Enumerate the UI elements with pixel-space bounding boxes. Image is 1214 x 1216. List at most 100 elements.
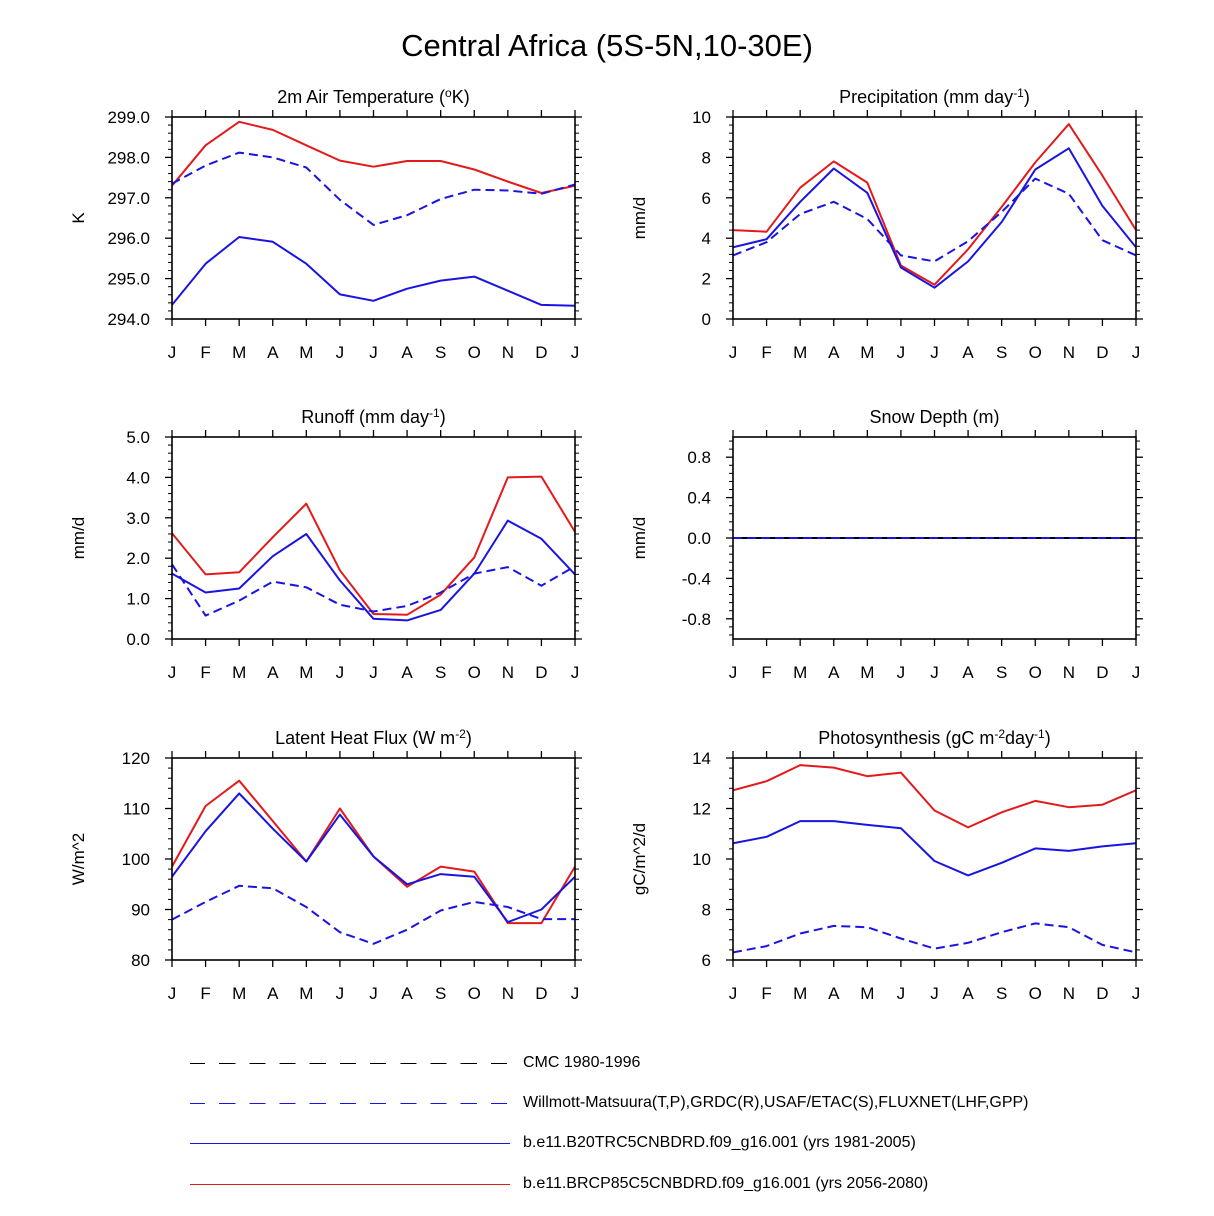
y-tick-label: 110 xyxy=(123,800,150,819)
y-tick-label: 299.0 xyxy=(107,108,150,127)
x-tick-label: F xyxy=(761,663,771,682)
title-text: ) xyxy=(440,407,446,427)
title-text: Precipitation (mm day xyxy=(839,87,1013,107)
x-tick-label: N xyxy=(502,984,514,1003)
series-line-red-solid xyxy=(172,120,575,194)
x-tick-label: N xyxy=(1063,343,1075,362)
series-line-red-solid xyxy=(172,475,575,616)
x-tick-label: M xyxy=(232,663,246,682)
x-tick-label: A xyxy=(401,343,413,362)
x-tick-label: M xyxy=(860,984,874,1003)
x-tick-label: A xyxy=(962,984,974,1003)
x-tick-label: J xyxy=(369,343,378,362)
x-tick-label: J xyxy=(1132,663,1141,682)
panel-5: Latent Heat Flux (W m-2) W/m^2 J F M A M J J A S O N… xyxy=(69,727,582,1003)
y-tick-label: 10 xyxy=(692,850,711,869)
x-tick-label: A xyxy=(962,663,974,682)
x-tick-label: A xyxy=(962,343,974,362)
plot-frame xyxy=(171,436,576,640)
x-tick-label: M xyxy=(860,663,874,682)
x-tick-label: J xyxy=(897,984,906,1003)
title-text: ) xyxy=(1045,728,1051,748)
panel-title: 2m Air Temperature (oK) xyxy=(277,86,469,107)
y-tick-label: 100 xyxy=(122,850,150,869)
x-tick-label: A xyxy=(828,663,840,682)
x-tick-label: D xyxy=(535,343,547,362)
x-tick-label: D xyxy=(1096,663,1108,682)
title-superscript: -1 xyxy=(429,406,440,420)
panel-6: Photosynthesis (gC m-2day-1) gC/m^2/d J F M A… xyxy=(630,727,1143,1003)
title-text: ) xyxy=(1024,87,1030,107)
x-tick-label: J xyxy=(168,984,177,1003)
y-axis-label: mm/d xyxy=(630,197,649,240)
y-tick-label: 297.0 xyxy=(107,189,150,208)
title-superscript: o xyxy=(445,86,452,100)
y-tick-label: 90 xyxy=(131,901,150,920)
x-tick-label: D xyxy=(1096,984,1108,1003)
y-tick-label: -0.4 xyxy=(682,569,711,588)
title-text: Runoff (mm day xyxy=(301,407,429,427)
series-line-blue-solid xyxy=(172,519,575,622)
x-tick-label: O xyxy=(468,663,481,682)
legend-label: b.e11.BRCP85C5CNBDRD.f09_g16.001 (yrs 20… xyxy=(523,1175,929,1192)
legend-line-blue-dashed xyxy=(190,1103,510,1104)
title-superscript: -1 xyxy=(1013,86,1024,100)
x-tick-label: J xyxy=(168,663,177,682)
title-superscript: -2 xyxy=(455,727,466,741)
x-tick-label: M xyxy=(793,663,807,682)
y-tick-label: 80 xyxy=(131,951,150,970)
title-text: Photosynthesis (gC m xyxy=(818,728,994,748)
panel-title: Precipitation (mm day-1) xyxy=(839,86,1030,107)
y-axis-label: mm/d xyxy=(69,517,88,560)
x-tick-label: N xyxy=(502,343,514,362)
y-tick-label: 6 xyxy=(702,951,711,970)
title-text: 2m Air Temperature ( xyxy=(277,87,445,107)
y-tick-label: 3.0 xyxy=(126,509,150,528)
x-tick-label: F xyxy=(200,663,210,682)
panel-1: 2m Air Temperature (oK) K J F M A M J J A S O N D J 294… xyxy=(69,86,582,362)
x-tick-label: S xyxy=(996,663,1007,682)
y-tick-label: 8 xyxy=(702,148,711,167)
x-tick-label: M xyxy=(232,984,246,1003)
title-text: ) xyxy=(466,728,472,748)
x-tick-label: J xyxy=(897,663,906,682)
y-tick-label: 0.0 xyxy=(126,630,150,649)
x-tick-label: J xyxy=(369,984,378,1003)
panel-title: Latent Heat Flux (W m-2) xyxy=(275,727,472,748)
y-tick-label: 120 xyxy=(122,749,150,768)
x-tick-label: O xyxy=(1029,984,1042,1003)
x-tick-label: J xyxy=(571,343,580,362)
series-line-blue-dashed xyxy=(172,884,575,945)
y-axis-label: K xyxy=(69,212,88,224)
x-tick-label: D xyxy=(535,663,547,682)
x-tick-label: M xyxy=(299,984,313,1003)
y-tick-label: 4.0 xyxy=(126,468,150,487)
x-tick-label: J xyxy=(336,343,345,362)
x-tick-label: J xyxy=(1132,984,1141,1003)
title-superscript: -2 xyxy=(994,727,1005,741)
title-text: Latent Heat Flux (W m xyxy=(275,728,455,748)
x-tick-label: J xyxy=(729,984,738,1003)
x-tick-label: N xyxy=(1063,663,1075,682)
legend-line-red-solid xyxy=(190,1184,510,1185)
plot-frame xyxy=(171,757,576,961)
title-superscript: -1 xyxy=(1034,727,1045,741)
x-tick-label: O xyxy=(468,984,481,1003)
legend-line-blue-solid xyxy=(190,1143,510,1144)
legend-line-black-dashed xyxy=(190,1063,510,1064)
y-tick-label: 0.0 xyxy=(687,529,711,548)
y-tick-label: 14 xyxy=(692,749,711,768)
y-tick-label: 294.0 xyxy=(107,310,150,329)
series-line-blue-solid xyxy=(733,820,1136,877)
panel-title: Snow Depth (m) xyxy=(869,407,999,427)
y-tick-label: 2 xyxy=(702,270,711,289)
series-line-blue-dashed xyxy=(172,151,575,226)
x-tick-label: S xyxy=(996,343,1007,362)
x-tick-label: M xyxy=(232,343,246,362)
x-tick-label: F xyxy=(761,343,771,362)
x-tick-label: M xyxy=(299,663,313,682)
x-tick-label: J xyxy=(336,663,345,682)
title-text: Snow Depth (m) xyxy=(869,407,999,427)
y-tick-label: 295.0 xyxy=(107,270,150,289)
